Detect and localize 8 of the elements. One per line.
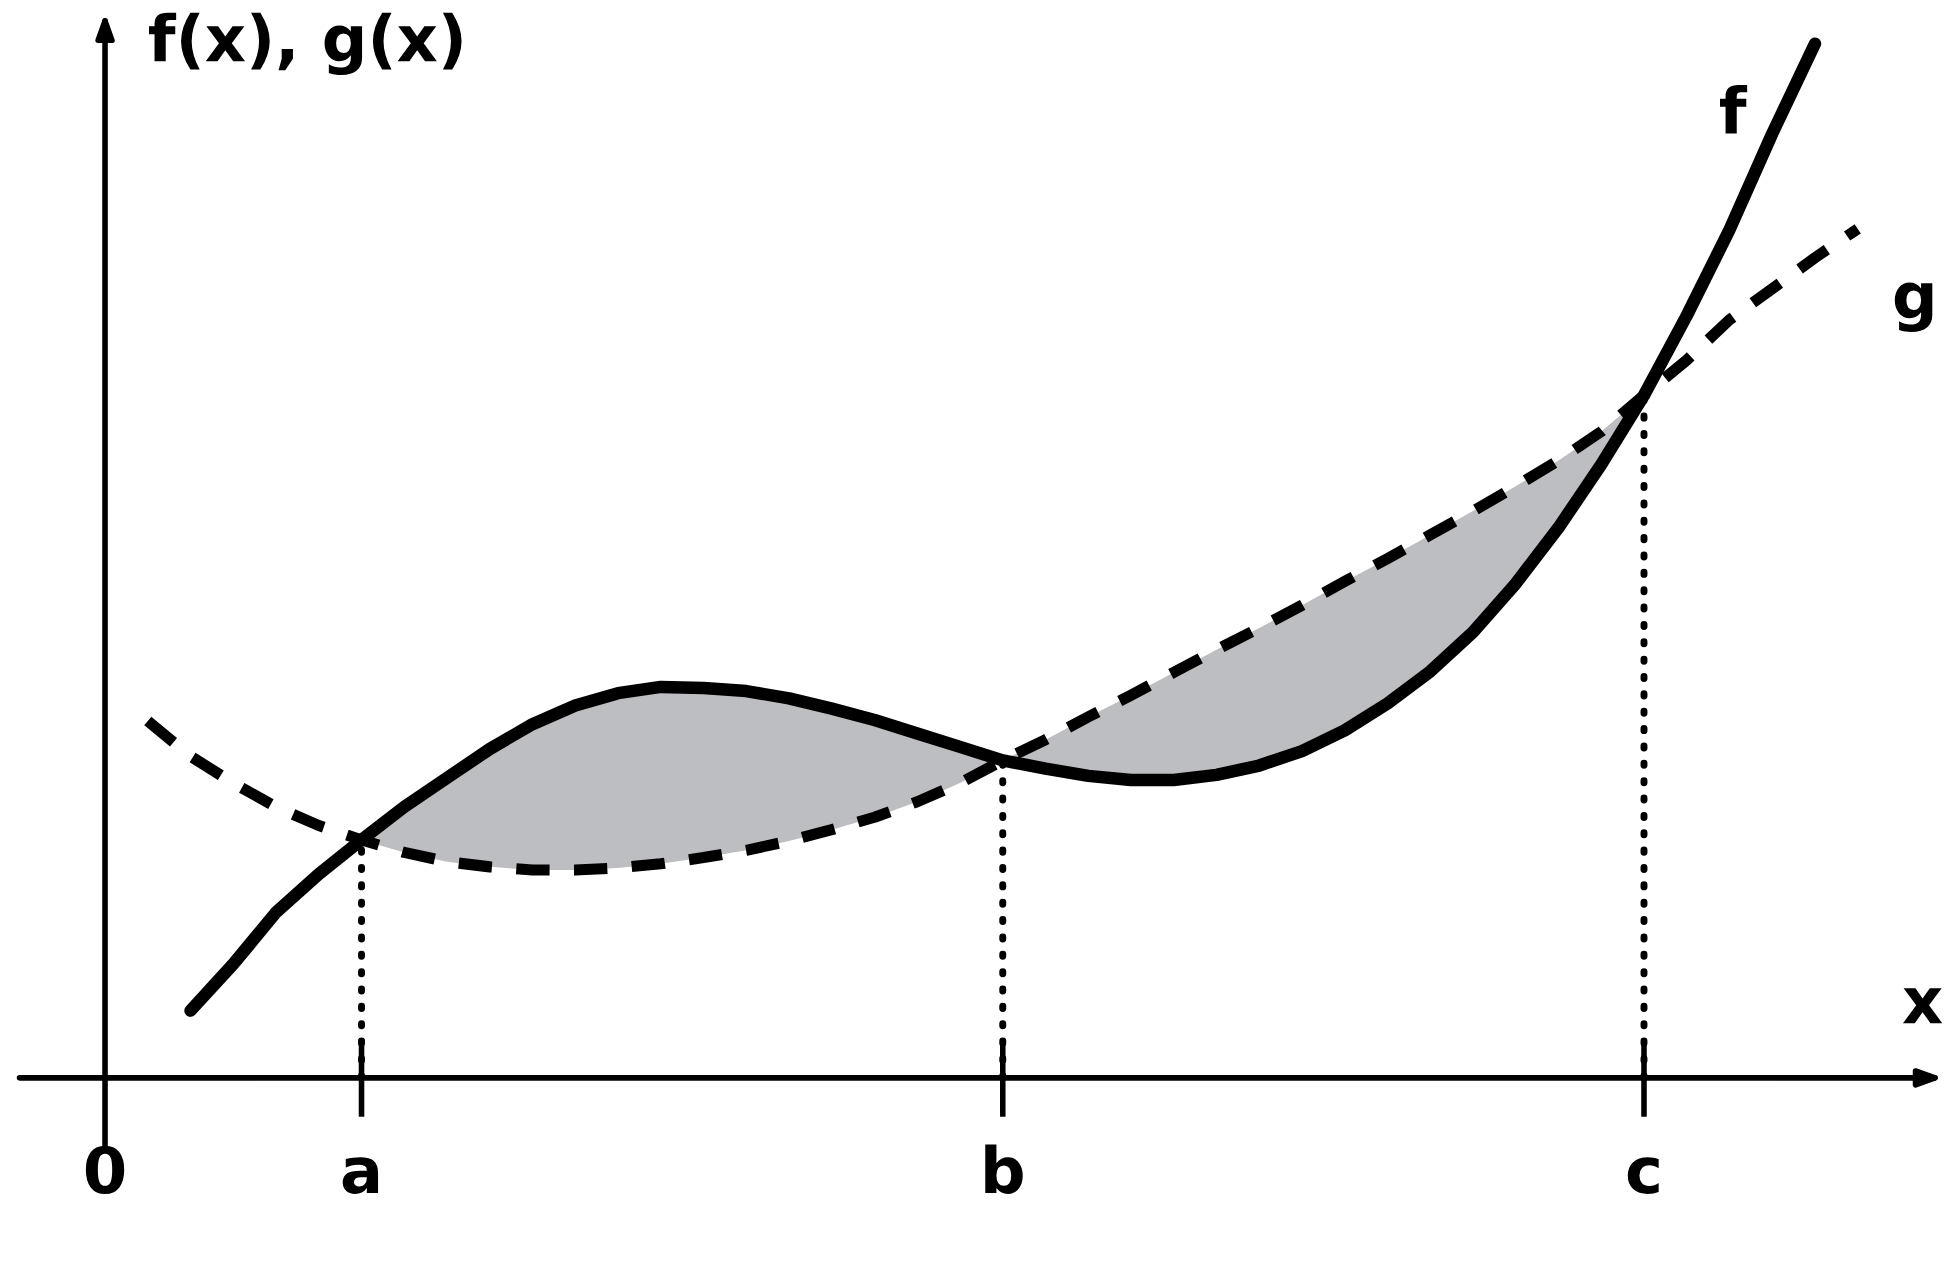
y-axis-title: f(x), g(x)	[148, 12, 462, 75]
series-label: g	[1894, 282, 1933, 332]
x-tick-label: c	[1627, 1157, 1659, 1194]
series-label: f	[1720, 85, 1748, 134]
x-tick-label: a	[342, 1157, 379, 1194]
x-axis-title: x	[1902, 988, 1943, 1024]
x-tick-label: b	[985, 1144, 1023, 1194]
x-tick-label: 0	[85, 1145, 125, 1194]
